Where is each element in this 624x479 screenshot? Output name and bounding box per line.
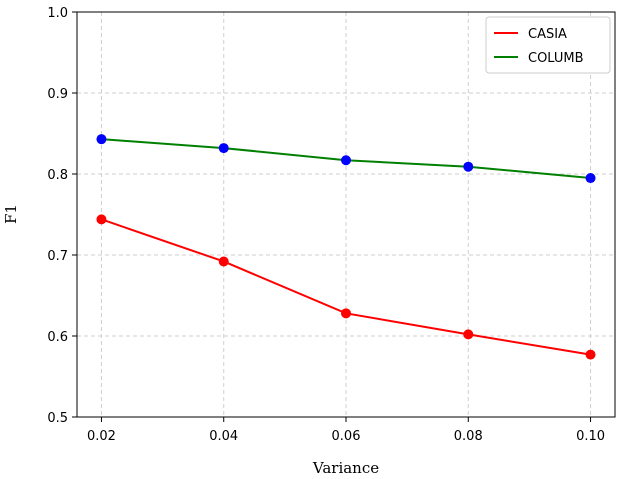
data-point-columb bbox=[96, 134, 107, 145]
data-point-casia bbox=[463, 329, 474, 340]
data-point-columb bbox=[218, 143, 229, 154]
data-point-casia bbox=[218, 256, 229, 267]
y-tick-label: 0.7 bbox=[47, 249, 68, 264]
data-point-casia bbox=[341, 308, 351, 319]
x-tick-label: 0.10 bbox=[576, 429, 605, 444]
x-tick-label: 0.04 bbox=[209, 429, 238, 444]
x-tick-label: 0.02 bbox=[87, 429, 116, 444]
data-point-casia bbox=[96, 214, 107, 225]
axis-ticks: 0.02 0.04 0.06 0.08 0.10 0.5 0.6 0.7 0.8 0.9 1.0 bbox=[47, 6, 605, 444]
y-axis-label: F1 bbox=[2, 204, 20, 224]
data-point-columb bbox=[463, 161, 474, 172]
data-point-columb bbox=[341, 155, 351, 166]
legend-box bbox=[485, 16, 611, 74]
legend-label-columb: COLUMB bbox=[528, 51, 584, 66]
x-tick-label: 0.06 bbox=[332, 429, 361, 444]
data-point-columb bbox=[585, 173, 596, 184]
legend: CASIA COLUMB bbox=[485, 16, 611, 74]
y-tick-label: 0.8 bbox=[47, 168, 68, 183]
y-tick-label: 0.9 bbox=[47, 87, 68, 102]
x-tick-label: 0.08 bbox=[454, 429, 483, 444]
legend-label-casia: CASIA bbox=[528, 27, 567, 42]
y-tick-label: 0.6 bbox=[47, 330, 68, 345]
series-layer bbox=[96, 134, 596, 360]
y-tick-label: 1.0 bbox=[47, 6, 68, 21]
data-point-casia bbox=[585, 349, 596, 360]
x-axis-label: Variance bbox=[312, 459, 379, 477]
y-tick-label: 0.5 bbox=[47, 411, 68, 426]
